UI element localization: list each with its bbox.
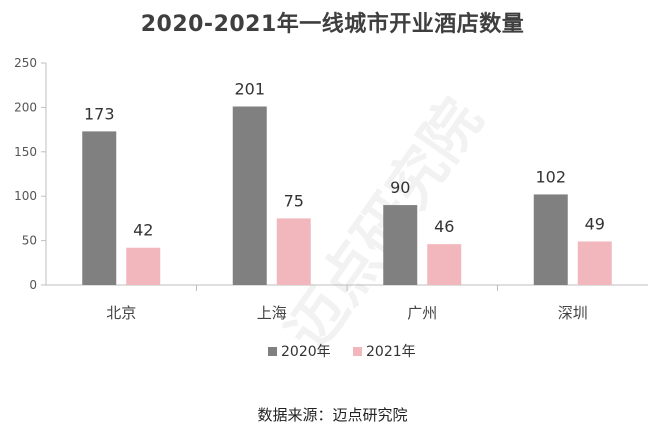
bar-上海-2020年 [232,106,267,286]
bar-北京-2020年 [82,131,117,285]
bar-深圳-2020年 [533,194,568,285]
legend-label: 2021年 [366,344,416,360]
legend: 2020年 2021年 [268,344,416,360]
data-label: 46 [434,217,454,236]
y-tick-label: 50 [22,234,37,248]
bar-上海-2021年 [276,218,311,285]
bar-深圳-2021年 [577,241,612,285]
y-tick-label: 250 [14,56,37,70]
category-label: 上海 [257,304,287,322]
bar-chart: 0 50 100 150 200 250 173 42 201 75 90 46 102 49 北京 上海… [14,56,648,360]
data-labels: 173 42 201 75 90 46 102 49 [84,80,605,240]
data-label: 173 [84,104,115,123]
bar-广州-2020年 [383,205,418,285]
legend-swatch [268,347,277,356]
legend-label: 2020年 [281,344,331,360]
data-label: 75 [284,191,304,210]
chart-title: 2020-2021年一线城市开业酒店数量 [140,12,525,37]
bar-广州-2021年 [427,244,462,285]
data-label: 102 [535,167,566,186]
data-source: 数据来源：迈点研究院 [257,406,408,424]
data-label: 42 [133,221,153,240]
bars [82,106,612,286]
data-label: 49 [585,214,605,233]
legend-swatch [353,347,362,356]
data-label: 90 [390,178,410,197]
category-label: 北京 [106,304,136,322]
y-tick-label: 0 [29,278,37,292]
y-tick-label: 150 [14,145,37,159]
category-label: 广州 [407,304,437,322]
data-label: 201 [234,80,265,99]
y-tick-label: 100 [14,189,37,203]
y-tick-label: 200 [14,100,37,114]
category-label: 深圳 [558,304,588,322]
category-labels: 北京 上海 广州 深圳 [106,304,588,322]
bar-北京-2021年 [126,247,161,285]
